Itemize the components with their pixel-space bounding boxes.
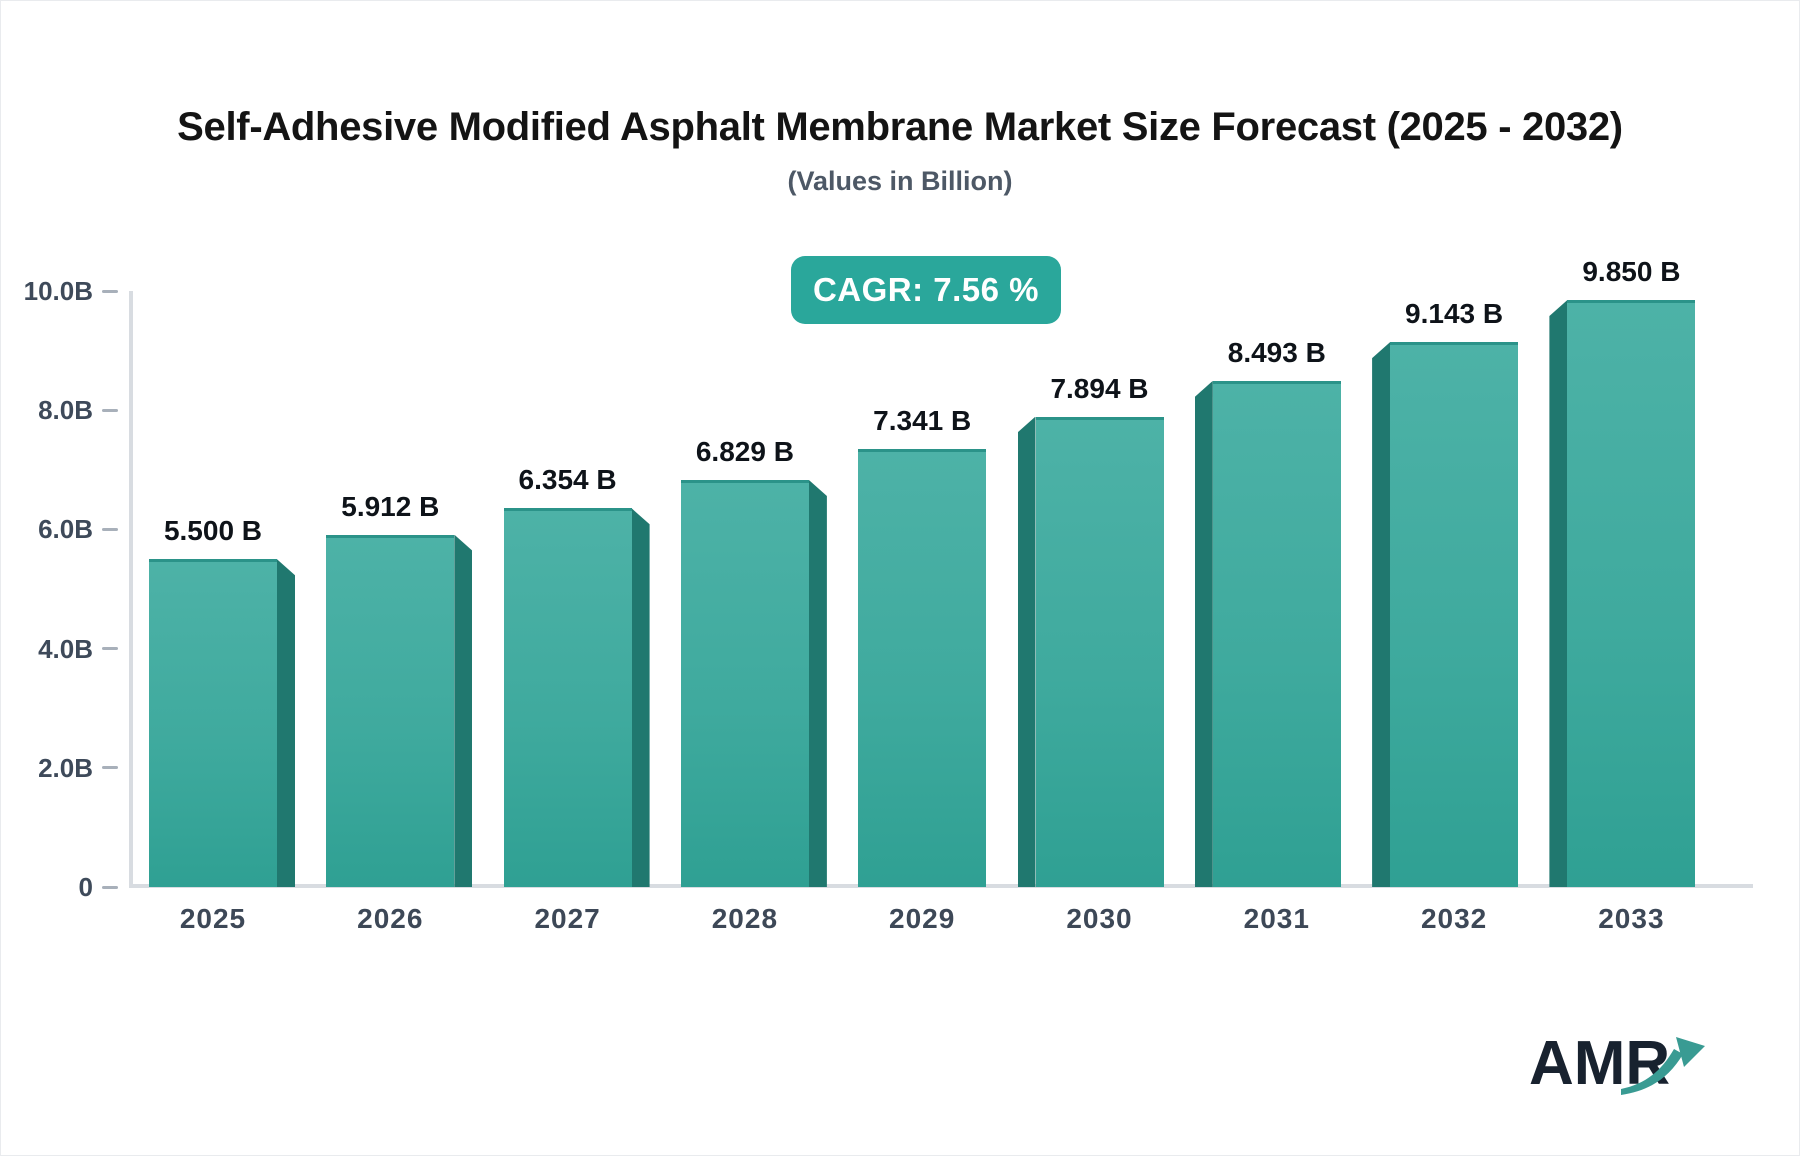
y-tick-mark (102, 766, 118, 770)
bar-side-shadow (277, 559, 295, 887)
bar-value-label: 9.850 B (1582, 255, 1681, 287)
y-tick-label: 6.0B (38, 514, 93, 545)
bar-value-label: 6.354 B (518, 464, 617, 496)
chart-subtitle: (Values in Billion) (787, 166, 1013, 196)
bar-side-shadow (1017, 416, 1036, 887)
bar-value-label: 5.912 B (341, 490, 440, 522)
bar-side-shadow (1372, 342, 1391, 887)
x-tick-label: 2032 (1420, 903, 1488, 934)
bar-side-shadow (1549, 299, 1568, 887)
y-tick-label: 8.0B (38, 395, 93, 426)
y-tick-label: 10.0B (23, 276, 93, 306)
bar-2033 (1567, 299, 1696, 887)
amr-logo: AMR (1529, 1033, 1719, 1103)
bar-2031 (1212, 380, 1341, 887)
cagr-badge-label: CAGR: 7.56 % (812, 271, 1040, 308)
bar-2029 (858, 449, 987, 887)
y-tick-mark (102, 408, 118, 412)
y-tick-mark (102, 527, 118, 531)
growth-arrow-icon (1621, 1037, 1705, 1095)
x-tick-label: 2030 (1066, 903, 1133, 934)
bar-side-shadow (1194, 380, 1213, 887)
y-axis-line (129, 291, 133, 888)
bar-2028 (680, 479, 809, 887)
x-tick-label: 2033 (1598, 903, 1665, 934)
y-tick-mark (102, 885, 118, 889)
y-tick-mark (102, 647, 118, 651)
bar-side-shadow (454, 534, 473, 887)
chart-title: Self-Adhesive Modified Asphalt Membrane … (177, 105, 1623, 149)
bar-2025 (149, 559, 277, 887)
bar-value-label: 7.894 B (1050, 372, 1149, 404)
bar-side-shadow (808, 479, 827, 887)
cagr-badge: CAGR: 7.56 % (791, 256, 1061, 324)
x-tick-label: 2025 (179, 903, 247, 934)
bar-2030 (1035, 416, 1164, 887)
bar-2027 (503, 508, 632, 887)
x-tick-label: 2029 (889, 903, 956, 934)
y-tick-label: 0 (78, 872, 93, 902)
x-tick-label: 2026 (357, 903, 424, 934)
bar-value-label: 7.341 B (873, 405, 972, 437)
x-tick-label: 2028 (711, 903, 779, 934)
y-tick-label: 2.0B (38, 752, 93, 783)
bar-value-label: 9.143 B (1405, 298, 1504, 330)
bar-value-label: 6.829 B (695, 435, 794, 467)
bar-value-label: 5.500 B (163, 515, 263, 547)
bar-value-label: 8.493 B (1227, 336, 1326, 368)
y-tick-mark (102, 289, 118, 293)
y-tick-label: 4.0B (38, 633, 93, 664)
x-tick-label: 2027 (534, 903, 601, 934)
bar-2026 (326, 534, 455, 887)
bar-side-shadow (631, 508, 650, 887)
bar-2032 (1390, 342, 1519, 887)
x-tick-label: 2031 (1243, 903, 1310, 934)
